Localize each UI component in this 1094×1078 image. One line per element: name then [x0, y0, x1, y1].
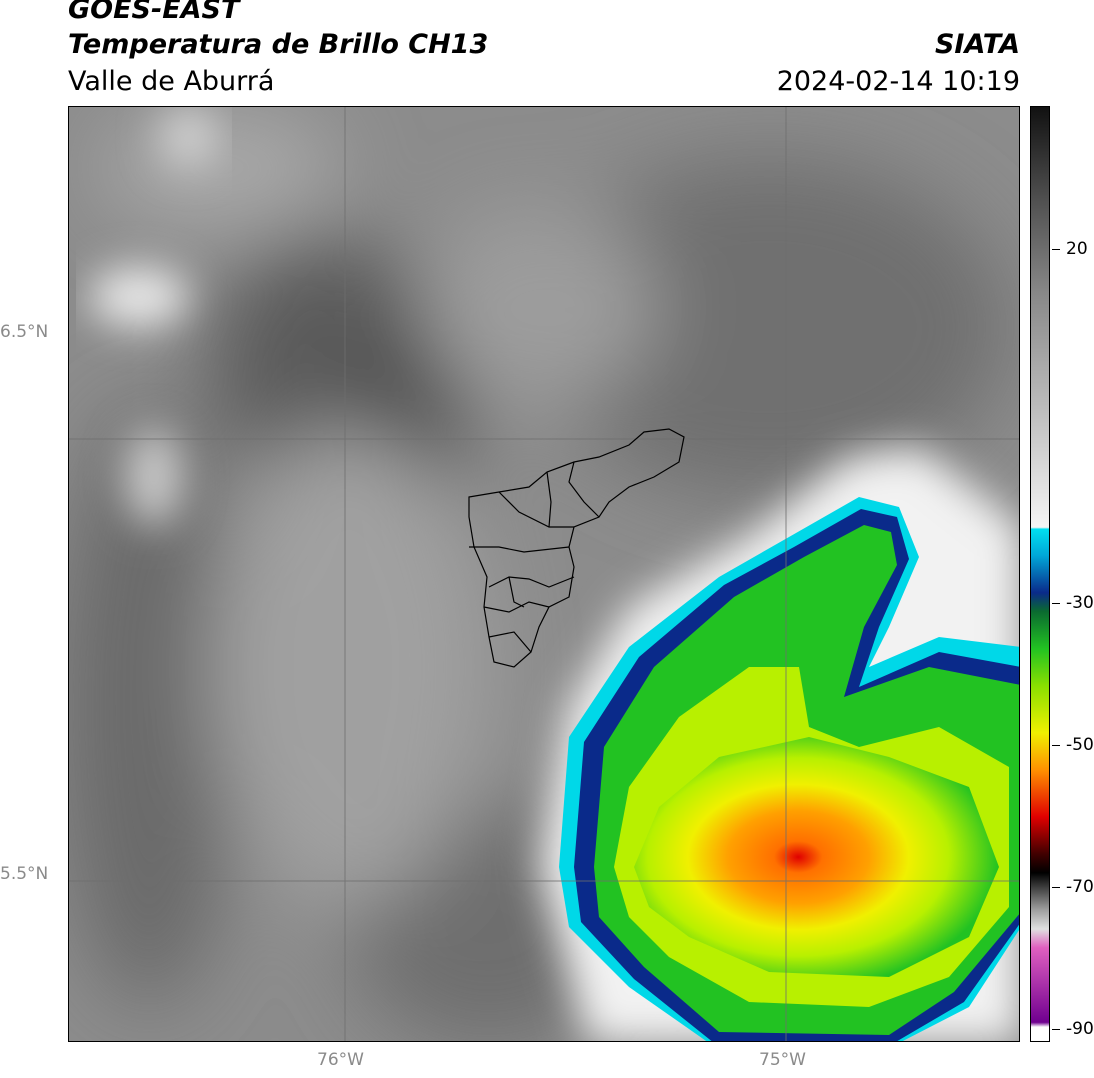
cbar-label-20: 20 — [1066, 239, 1088, 259]
lat-label-6-5n: 6.5°N — [0, 322, 49, 342]
texture-bright-spots — [89, 107, 219, 527]
lat-label-5-5n: 5.5°N — [0, 864, 49, 884]
cbar-tick-20 — [1052, 249, 1060, 250]
graticule — [69, 107, 1019, 1041]
border-2 — [568, 461, 600, 518]
border-5 — [483, 601, 550, 613]
cbar-tick-neg50 — [1052, 745, 1060, 746]
border-7 — [488, 631, 532, 653]
aburra-municipal-boundaries — [468, 428, 685, 668]
map-canvas — [69, 107, 1019, 1041]
cbar-label-neg70: -70 — [1066, 877, 1094, 897]
texture-dark-zones — [69, 107, 1009, 1041]
valley-outline — [468, 428, 685, 668]
lon-label-75w: 75°W — [759, 1050, 806, 1070]
satellite-title: GOES-EAST — [68, 0, 240, 25]
datetime-label: 2024-02-14 10:19 — [776, 66, 1020, 97]
cbar-label-neg90: -90 — [1066, 1019, 1094, 1039]
satellite-map[interactable] — [68, 106, 1020, 1042]
agency-label: SIATA — [934, 29, 1020, 60]
border-1 — [546, 471, 552, 528]
cbar-tick-neg70 — [1052, 887, 1060, 888]
product-title: Temperatura de Brillo CH13 — [68, 29, 489, 60]
cbar-label-neg30: -30 — [1066, 593, 1094, 613]
region-subtitle: Valle de Aburrá — [68, 66, 275, 97]
temperature-colorbar — [1030, 106, 1050, 1042]
cbar-tick-neg30 — [1052, 603, 1060, 604]
border-8 — [469, 546, 570, 553]
cbar-tick-neg90 — [1052, 1029, 1060, 1030]
lon-label-76w: 76°W — [317, 1050, 364, 1070]
border-3 — [498, 491, 574, 528]
cbar-label-neg50: -50 — [1066, 735, 1094, 755]
convective-system — [559, 497, 1019, 1041]
border-6 — [508, 576, 525, 608]
border-4 — [488, 576, 575, 588]
